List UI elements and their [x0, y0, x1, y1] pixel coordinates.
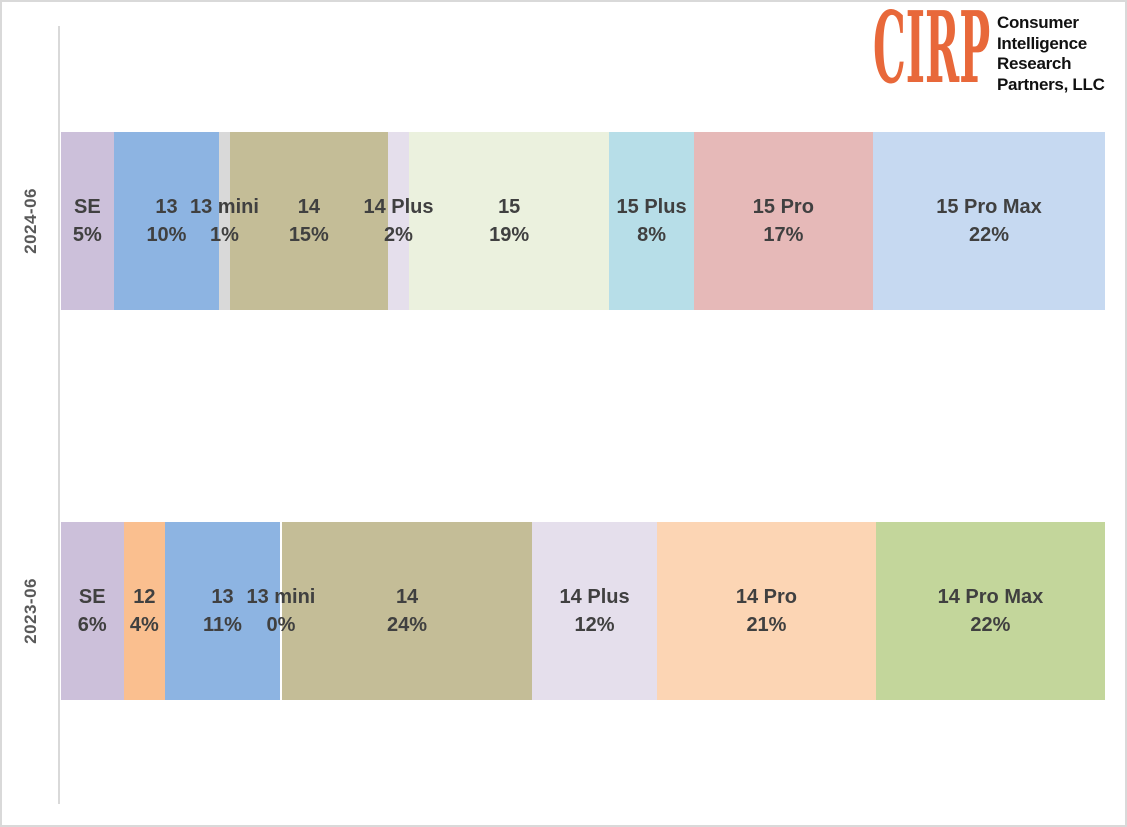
segment-se: SE 6%	[61, 522, 124, 700]
segment-15: 15 19%	[409, 132, 610, 310]
vertical-axis-line	[58, 26, 60, 804]
cirp-logo-caption: Consumer Intelligence Research Partners,…	[997, 10, 1107, 95]
segment-data-label: SE 5%	[72, 196, 102, 246]
category-label-2024-06: 2024-06	[21, 188, 40, 254]
segment-data-label: 15 19%	[489, 196, 530, 246]
segment-13: 13 10%	[113, 132, 220, 310]
segment-data-label: SE 6%	[77, 586, 107, 636]
segment-15-plus: 15 Plus 8%	[609, 132, 694, 310]
cirp-logo-wordmark: CIRP	[873, 0, 997, 106]
segment-data-label: 15 Pro Max 22%	[936, 196, 1042, 246]
segment-data-label: 14 24%	[387, 586, 428, 636]
segment-data-label: 12 4%	[129, 586, 159, 636]
segment-14-pro: 14 Pro 21%	[657, 522, 876, 700]
segment-data-label: 15 Pro 17%	[752, 196, 814, 246]
segment-data-label: 14 Pro 21%	[735, 586, 798, 636]
category-label-2023-06: 2023-06	[21, 578, 40, 644]
stacked-bar-2024-06: SE 5% 13 10% 13 mini 1% 14 15% 14 Plus 2% 15 19% 15 …	[61, 132, 1105, 310]
segment-14-plus: 14 Plus 2%	[363, 132, 433, 310]
segment-12: 12 4%	[123, 522, 166, 700]
segment-14-plus: 14 Plus 12%	[532, 522, 658, 700]
logo-caption-line: Research	[997, 54, 1072, 73]
segment-data-label: 15 Plus 8%	[616, 196, 687, 246]
segment-data-label: 14 15%	[288, 196, 329, 246]
cirp-logo-text: CIRP	[873, 0, 991, 106]
segment-14-pro-max: 14 Pro Max 22%	[875, 522, 1106, 700]
segment-13-mini: 13 mini 1%	[190, 132, 259, 310]
stacked-bar-2023-06: SE 6% 12 4% 13 11% 13 mini 0% 14 24% 14 Plus 12% 14 …	[61, 522, 1106, 700]
logo-caption-line: Intelligence	[997, 33, 1087, 53]
segment-13: 13 11%	[165, 522, 280, 700]
segment-14: 14 15%	[229, 132, 388, 310]
cirp-logo: CIRP Consumer Intelligence Research Part…	[873, 0, 1107, 106]
segment-14: 14 24%	[282, 522, 533, 700]
segment-data-label: 14 Pro Max 22%	[937, 586, 1044, 636]
segment-data-label: 13 11%	[203, 586, 242, 636]
segment-15-pro: 15 Pro 17%	[693, 132, 873, 310]
segment-data-label: 14 Plus 12%	[559, 586, 630, 636]
segment-se: SE 5%	[61, 132, 114, 310]
segment-data-label: 13 10%	[146, 196, 187, 246]
segment-15-pro-max: 15 Pro Max 22%	[873, 132, 1105, 310]
logo-caption-line: Partners, LLC	[997, 74, 1105, 94]
logo-caption-line: Consumer	[997, 13, 1079, 32]
